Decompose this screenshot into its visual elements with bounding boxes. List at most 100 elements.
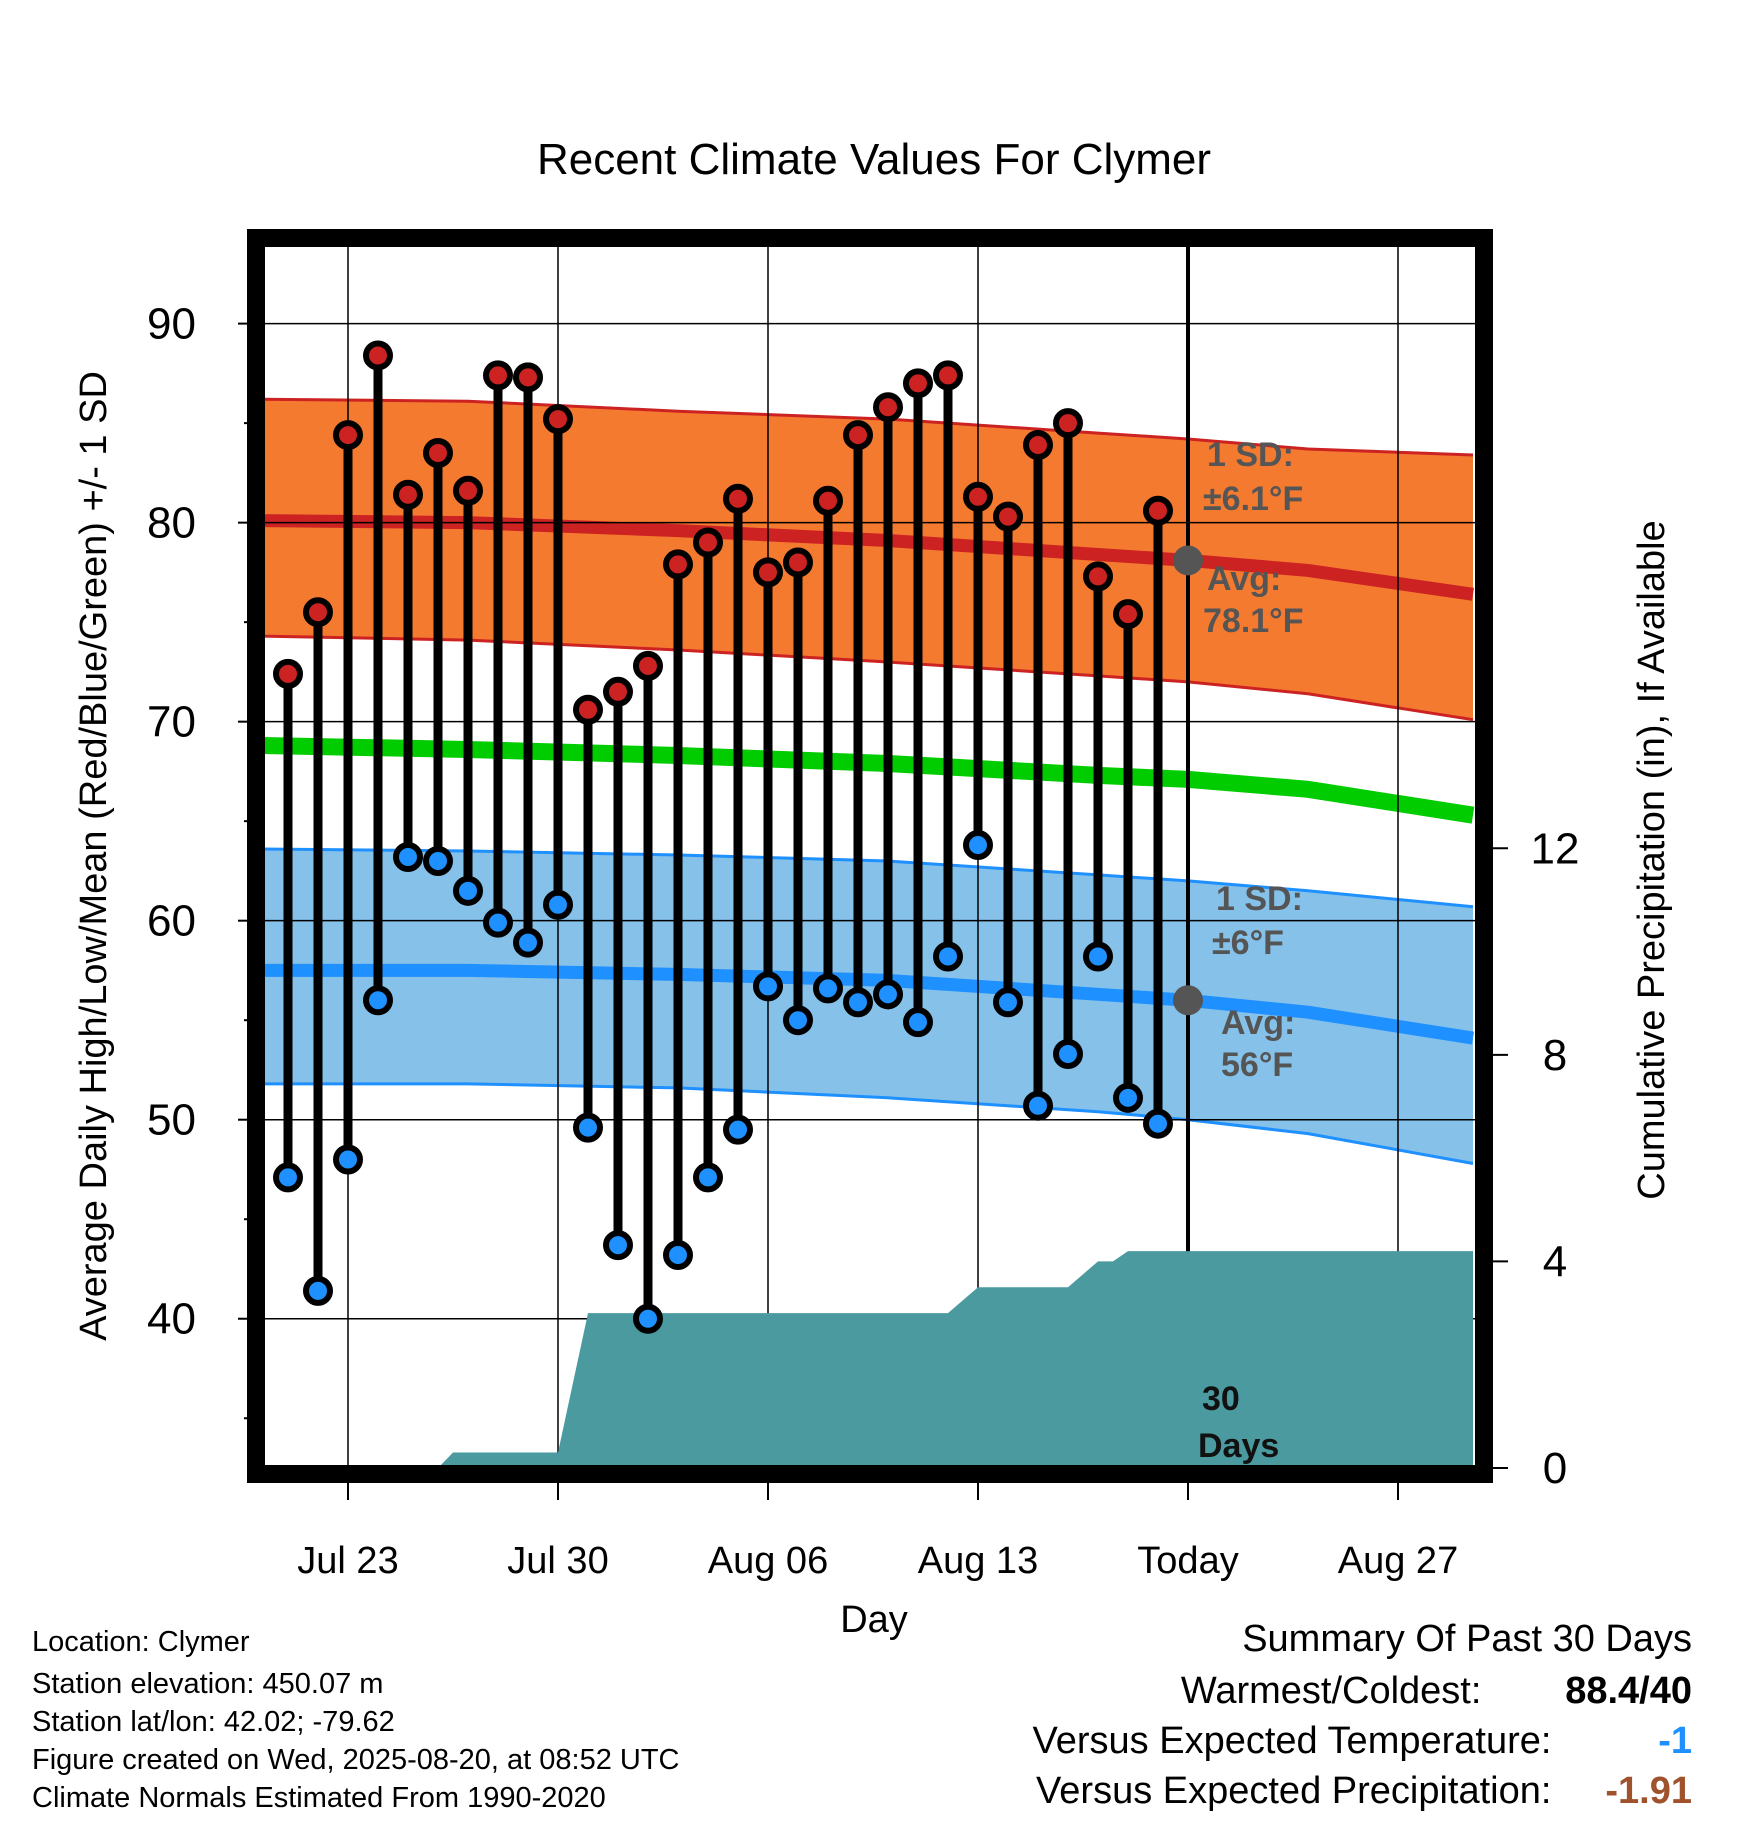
low-point-day-34: [663, 1240, 693, 1271]
low-point-day-44: [963, 830, 993, 861]
axes: 40 50 60 70 80 90 0 4 8 12 Jul 23 Jul 30 Aug 06 Aug 1…: [73, 300, 1673, 1641]
ytick-label-50: 50: [147, 1096, 196, 1145]
high-point-day-22: [303, 597, 333, 628]
high-point-day-21: [273, 658, 303, 689]
low-point-day-21: [273, 1162, 303, 1193]
today-low-avg-marker: [1173, 985, 1203, 1016]
low-point-day-50: [1143, 1108, 1173, 1139]
high-point-day-46: [1023, 430, 1053, 461]
high-point-day-49: [1113, 599, 1143, 630]
y2tick-label-12: 12: [1531, 824, 1580, 873]
high-sd-upper-line: [261, 397, 1474, 457]
info-normals: Climate Normals Estimated From 1990-2020: [32, 1782, 606, 1814]
chart-title: Recent Climate Values For Clymer: [537, 135, 1211, 184]
today-high-avg-marker: [1173, 545, 1203, 576]
high-point-day-29: [513, 362, 543, 393]
low-sd-value: ±6°F: [1212, 924, 1284, 962]
x-axis-label: Day: [840, 1599, 908, 1641]
low-point-day-27: [453, 875, 483, 906]
low-point-day-40: [843, 987, 873, 1018]
xtick-label-58: Aug 27: [1338, 1540, 1458, 1582]
high-avg-line: [261, 514, 1474, 601]
low-point-day-24: [363, 985, 393, 1016]
summary-temp-row: Versus Expected Temperature: -1: [1033, 1720, 1692, 1763]
xtick-label-37: Aug 06: [708, 1540, 828, 1582]
high-sd-lower-line: [261, 634, 1474, 722]
high-point-day-50: [1143, 495, 1173, 526]
plot-border: [247, 229, 1493, 1483]
ytick-label-70: 70: [147, 698, 196, 747]
info-elevation: Station elevation: 450.07 m: [32, 1668, 384, 1700]
low-point-day-49: [1113, 1082, 1143, 1113]
ytick-label-60: 60: [147, 897, 196, 946]
high-point-day-37: [753, 557, 783, 588]
precipitation-area: [262, 1251, 1473, 1468]
period-unit: Days: [1198, 1427, 1279, 1465]
high-point-day-33: [633, 650, 663, 681]
xtick-label-23: Jul 23: [297, 1540, 398, 1582]
low-point-day-46: [1023, 1090, 1053, 1121]
low-avg-value: 56°F: [1221, 1046, 1293, 1084]
low-point-day-35: [693, 1162, 723, 1193]
low-point-day-38: [783, 1005, 813, 1036]
low-point-day-30: [543, 889, 573, 920]
low-point-day-37: [753, 971, 783, 1002]
xtick-label-30: Jul 30: [507, 1540, 608, 1582]
high-point-day-24: [363, 340, 393, 371]
low-point-day-28: [483, 907, 513, 938]
low-point-day-31: [573, 1112, 603, 1143]
low-point-day-22: [303, 1275, 333, 1306]
low-point-day-47: [1053, 1039, 1083, 1070]
high-point-day-41: [873, 392, 903, 423]
summary-temp-label: Versus Expected Temperature:: [1032, 1720, 1552, 1762]
low-avg-label: Avg:: [1221, 1004, 1295, 1042]
low-point-day-45: [993, 987, 1023, 1018]
high-sd-band: [262, 399, 1473, 720]
high-point-day-23: [333, 420, 363, 451]
summary-panel: Summary Of Past 30 Days Warmest/Coldest:…: [892, 1618, 1692, 1818]
high-point-day-39: [813, 485, 843, 516]
y2tick-label-0: 0: [1543, 1444, 1567, 1493]
high-point-day-44: [963, 481, 993, 512]
low-sd-upper-line: [261, 847, 1474, 909]
station-info: Location: Clymer Station elevation: 450.…: [32, 1625, 680, 1815]
info-latlon: Station lat/lon: 42.02; -79.62: [32, 1706, 395, 1738]
low-point-day-42: [903, 1007, 933, 1038]
low-point-day-26: [423, 845, 453, 876]
high-point-day-30: [543, 404, 573, 435]
low-point-day-48: [1083, 941, 1113, 972]
summary-precip-row: Versus Expected Precipitation: -1.91: [1036, 1770, 1692, 1813]
y2-axis-label: Cumulative Precipitation (in), If Availa…: [1631, 520, 1673, 1199]
low-sd-label: 1 SD:: [1216, 880, 1303, 918]
high-point-day-32: [603, 676, 633, 707]
y2tick-label-4: 4: [1543, 1237, 1567, 1286]
ytick-label-80: 80: [147, 499, 196, 548]
period-number: 30: [1202, 1380, 1240, 1418]
xtick-label-51: Today: [1137, 1540, 1238, 1582]
high-point-day-35: [693, 527, 723, 558]
high-sd-value: ±6.1°F: [1203, 480, 1303, 518]
high-point-day-47: [1053, 408, 1083, 439]
low-point-day-43: [933, 941, 963, 972]
high-point-day-48: [1083, 561, 1113, 592]
high-avg-label: Avg:: [1207, 560, 1281, 598]
high-point-day-45: [993, 501, 1023, 532]
summary-precip-value: -1.91: [1605, 1770, 1692, 1812]
daily-stems: [283, 355, 1163, 1319]
low-point-day-23: [333, 1144, 363, 1175]
plot-frame: [247, 229, 1493, 1483]
summary-temp-value: -1: [1658, 1720, 1692, 1762]
high-point-day-38: [783, 547, 813, 578]
y-axis-label: Average Daily High/Low/Mean (Red/Blue/Gr…: [73, 371, 115, 1341]
annotations: 1 SD: ±6.1°F Avg: 78.1°F 1 SD: ±6°F Avg: 56°F 30…: [1173, 436, 1304, 1465]
low-point-day-33: [633, 1303, 663, 1334]
high-point-day-27: [453, 475, 483, 506]
info-location: Location: Clymer: [32, 1626, 250, 1658]
high-point-day-36: [723, 483, 753, 514]
high-point-day-25: [393, 479, 423, 510]
y2tick-label-8: 8: [1543, 1031, 1567, 1080]
low-point-day-36: [723, 1114, 753, 1145]
low-point-day-25: [393, 841, 423, 872]
high-point-day-26: [423, 437, 453, 468]
